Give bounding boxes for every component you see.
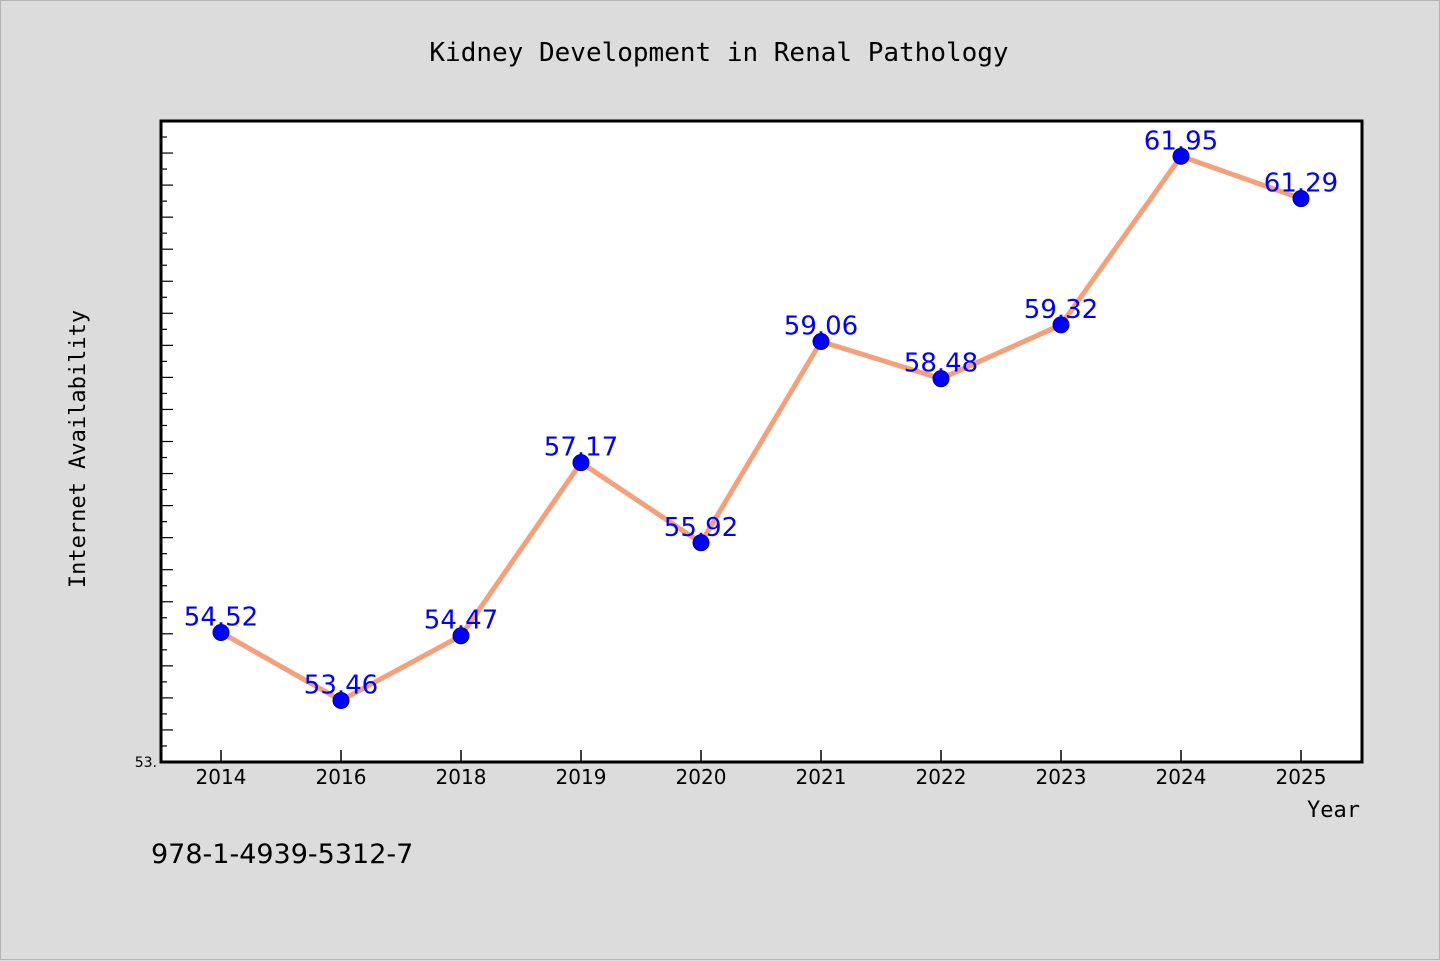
- data-label: 59.06: [784, 312, 858, 342]
- x-tick-label: 2016: [316, 765, 367, 789]
- data-point: [1052, 316, 1070, 334]
- x-axis-ticks: [220, 750, 1302, 762]
- x-tick-label: 2024: [1156, 765, 1207, 789]
- chart-title: Kidney Development in Renal Pathology: [429, 38, 1008, 68]
- data-point: [1292, 190, 1310, 208]
- data-labels: 54.52 53.46 54.47 57.17 55.92 59.06 58.48 59.32…: [184, 126, 1338, 700]
- data-label: 54.47: [424, 606, 498, 636]
- x-tick-label: 2022: [916, 765, 967, 789]
- x-tick-label: 2021: [796, 765, 847, 789]
- data-point: [452, 627, 470, 645]
- x-tick-label: 2025: [1276, 765, 1327, 789]
- data-point: [692, 534, 710, 552]
- series-markers: [212, 147, 1310, 709]
- y-axis-label: Internet Availability: [66, 310, 91, 588]
- data-label: 54.52: [184, 603, 258, 633]
- x-axis-tick-labels: 2014 2016 2018 2019 2020 2021 2022 2023 2024 2025: [196, 765, 1327, 789]
- x-tick-label: 2020: [676, 765, 727, 789]
- data-point: [332, 691, 350, 709]
- x-tick-label: 2023: [1036, 765, 1087, 789]
- data-label: 55.92: [664, 513, 738, 543]
- x-axis-label: Year: [1307, 798, 1360, 823]
- data-label: 53.46: [304, 670, 378, 700]
- data-label: 58.48: [904, 349, 978, 379]
- data-point: [932, 370, 950, 388]
- isbn-label: 978-1-4939-5312-7: [151, 839, 413, 870]
- data-point: [572, 454, 590, 472]
- data-label: 57.17: [544, 433, 618, 463]
- y-axis-ticks: [161, 120, 173, 763]
- data-point: [1172, 147, 1190, 165]
- data-label: 61.95: [1144, 126, 1218, 156]
- data-point: [212, 624, 230, 642]
- y-tick-label: 53.: [135, 755, 157, 771]
- x-tick-label: 2019: [556, 765, 607, 789]
- data-label: 61.29: [1264, 169, 1338, 199]
- x-tick-label: 2014: [196, 765, 247, 789]
- x-tick-label: 2018: [436, 765, 487, 789]
- series-line: [219, 153, 1302, 703]
- data-label: 59.32: [1024, 295, 1098, 325]
- data-point: [812, 333, 830, 351]
